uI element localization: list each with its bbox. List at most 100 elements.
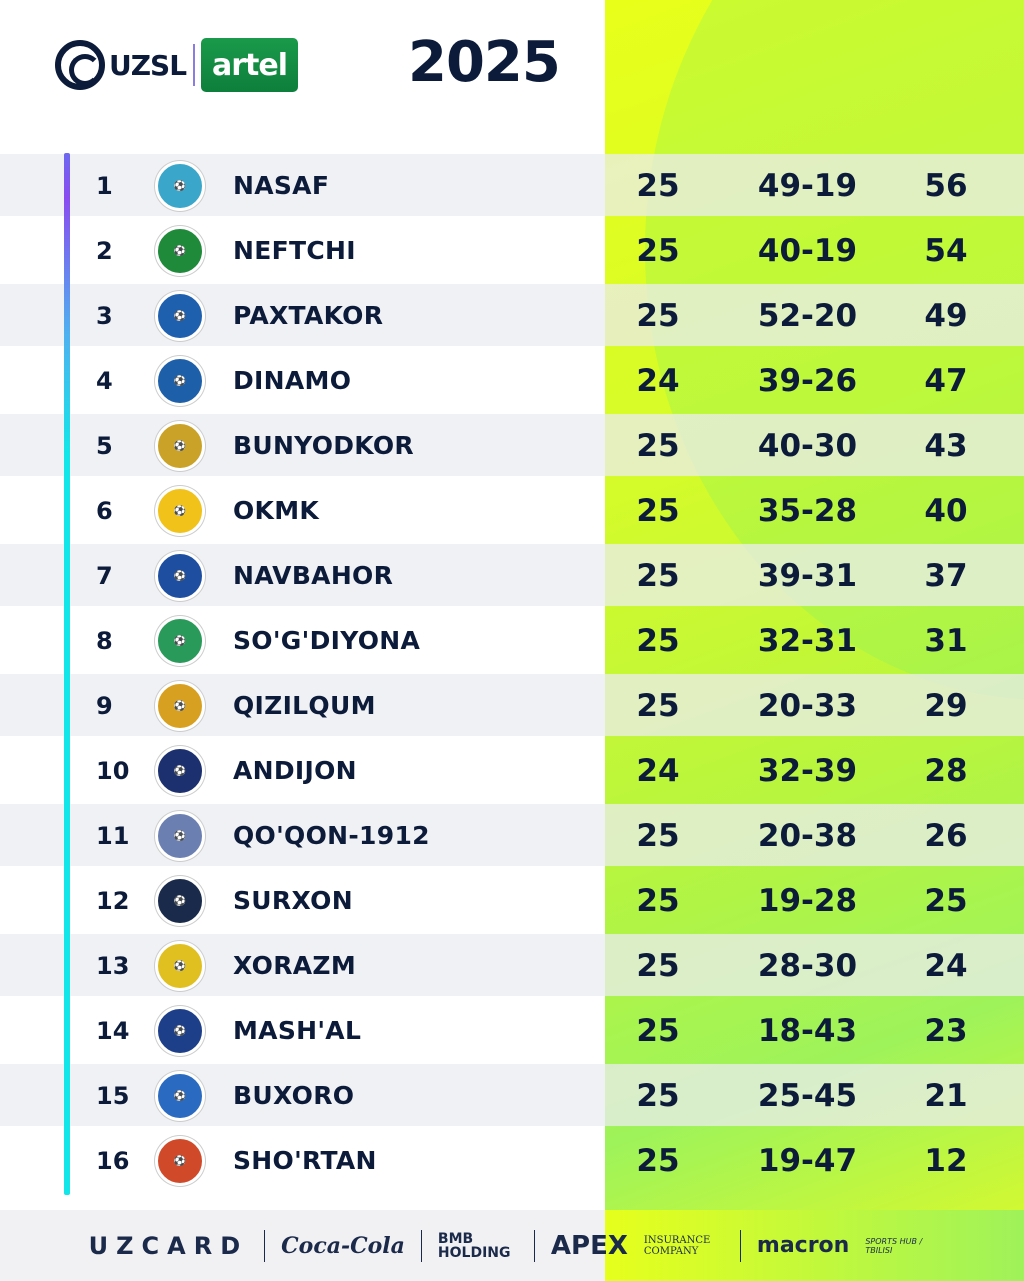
team-crest-icon: ⚽ <box>155 486 205 536</box>
sponsor-macron-sub: SPORTS HUB / TBILISI <box>865 1236 923 1255</box>
sponsor-apex: APEX <box>550 1230 628 1261</box>
matches-played: 25 <box>636 947 680 984</box>
team-name: PAXTAKOR <box>233 301 384 330</box>
goals: 19-47 <box>757 1142 858 1179</box>
goals: 40-30 <box>757 427 858 464</box>
goals: 28-30 <box>757 947 858 984</box>
team-crest-icon: ⚽ <box>155 1006 205 1056</box>
table-row: 14 ⚽ MASH'AL 25 18-43 23 <box>0 998 1024 1063</box>
team-name: DINAMO <box>233 366 352 395</box>
points: 25 <box>924 882 968 919</box>
sponsor-apex-sub: INSURANCE COMPANY <box>643 1234 711 1257</box>
team-crest-icon: ⚽ <box>155 551 205 601</box>
table-row: 3 ⚽ PAXTAKOR 25 52-20 49 <box>0 283 1024 348</box>
points: 40 <box>924 492 968 529</box>
matches-played: 25 <box>636 882 680 919</box>
league-name: UZSL <box>109 48 187 82</box>
points: 49 <box>924 297 968 334</box>
team-name: SURXON <box>233 886 353 915</box>
position: 16 <box>96 1146 130 1175</box>
team-name: OKMK <box>233 496 320 525</box>
team-name: ANDIJON <box>233 756 357 785</box>
team-crest-icon: ⚽ <box>155 941 205 991</box>
team-name: MASH'AL <box>233 1016 362 1045</box>
table-row: 9 ⚽ QIZILQUM 25 20-33 29 <box>0 673 1024 738</box>
table-row: 1 ⚽ NASAF 25 49-19 56 <box>0 153 1024 218</box>
team-crest-icon: ⚽ <box>155 876 205 926</box>
team-crest-icon: ⚽ <box>155 1136 205 1186</box>
team-crest-icon: ⚽ <box>155 681 205 731</box>
goals: 32-31 <box>757 622 858 659</box>
matches-played: 25 <box>636 232 680 269</box>
team-crest-icon: ⚽ <box>155 616 205 666</box>
position: 4 <box>96 366 113 395</box>
points: 54 <box>924 232 968 269</box>
matches-played: 25 <box>636 687 680 724</box>
goals: 19-28 <box>757 882 858 919</box>
points: 56 <box>924 167 968 204</box>
team-name: BUNYODKOR <box>233 431 414 460</box>
points: 43 <box>924 427 968 464</box>
position: 1 <box>96 171 113 200</box>
sponsor-cocacola: Coca-Cola <box>281 1232 405 1259</box>
points: 12 <box>924 1142 968 1179</box>
matches-played: 25 <box>636 427 680 464</box>
table-row: 5 ⚽ BUNYODKOR 25 40-30 43 <box>0 413 1024 478</box>
matches-played: 24 <box>636 752 680 789</box>
position: 12 <box>96 886 130 915</box>
position: 5 <box>96 431 113 460</box>
points: 47 <box>924 362 968 399</box>
matches-played: 25 <box>636 297 680 334</box>
position: 13 <box>96 951 130 980</box>
team-name: SHO'RTAN <box>233 1146 377 1175</box>
matches-played: 25 <box>636 1012 680 1049</box>
table-row: 7 ⚽ NAVBAHOR 25 39-31 37 <box>0 543 1024 608</box>
position: 11 <box>96 821 130 850</box>
position: 10 <box>96 756 130 785</box>
position: 8 <box>96 626 113 655</box>
points: 28 <box>924 752 968 789</box>
goals: 32-39 <box>757 752 858 789</box>
team-crest-icon: ⚽ <box>155 811 205 861</box>
uzsl-logo: UZSL <box>55 40 187 90</box>
goals: 25-45 <box>757 1077 858 1114</box>
position: 14 <box>96 1016 130 1045</box>
sponsor-macron: macron <box>756 1233 850 1258</box>
team-name: SO'G'DIYONA <box>233 626 421 655</box>
goals: 20-38 <box>757 817 858 854</box>
points: 31 <box>924 622 968 659</box>
table-row: 11 ⚽ QO'QON-1912 25 20-38 26 <box>0 803 1024 868</box>
position: 7 <box>96 561 113 590</box>
position: 9 <box>96 691 113 720</box>
header: UZSL artel 2025 <box>0 0 605 130</box>
divider <box>193 44 195 86</box>
team-name: QIZILQUM <box>233 691 376 720</box>
sponsor-bmb: BMB HOLDING <box>437 1230 511 1261</box>
table-row: 4 ⚽ DINAMO 24 39-26 47 <box>0 348 1024 413</box>
matches-played: 24 <box>636 362 680 399</box>
table-row: 15 ⚽ BUXORO 25 25-45 21 <box>0 1063 1024 1128</box>
position: 3 <box>96 301 113 330</box>
matches-played: 25 <box>636 1077 680 1114</box>
table-row: 12 ⚽ SURXON 25 19-28 25 <box>0 868 1024 933</box>
position: 2 <box>96 236 113 265</box>
goals: 20-33 <box>757 687 858 724</box>
matches-played: 25 <box>636 167 680 204</box>
points: 23 <box>924 1012 968 1049</box>
team-crest-icon: ⚽ <box>155 1071 205 1121</box>
table-row: 13 ⚽ XORAZM 25 28-30 24 <box>0 933 1024 998</box>
table-row: 16 ⚽ SHO'RTAN 25 19-47 12 <box>0 1128 1024 1193</box>
table-row: 8 ⚽ SO'G'DIYONA 25 32-31 31 <box>0 608 1024 673</box>
goals: 40-19 <box>757 232 858 269</box>
matches-played: 25 <box>636 622 680 659</box>
points: 29 <box>924 687 968 724</box>
matches-played: 25 <box>636 1142 680 1179</box>
goals: 52-20 <box>757 297 858 334</box>
goals: 49-19 <box>757 167 858 204</box>
standings-zone-bar <box>64 153 70 1195</box>
table-row: 10 ⚽ ANDIJON 24 32-39 28 <box>0 738 1024 803</box>
points: 26 <box>924 817 968 854</box>
matches-played: 25 <box>636 492 680 529</box>
matches-played: 25 <box>636 557 680 594</box>
points: 24 <box>924 947 968 984</box>
